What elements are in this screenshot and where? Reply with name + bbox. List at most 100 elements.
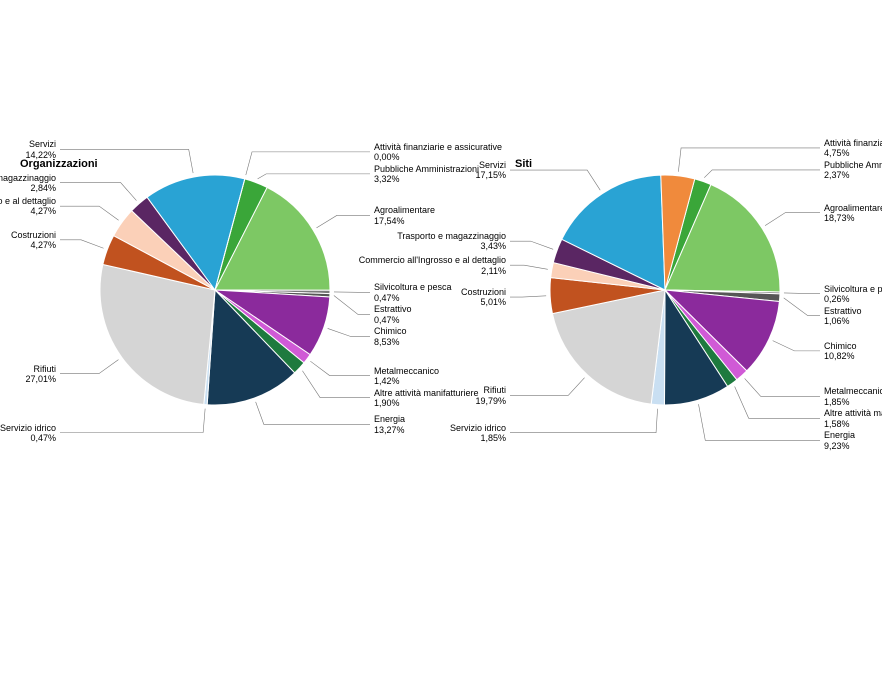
slice-label-name: Estrattivo <box>374 304 412 314</box>
leader-line <box>745 378 820 396</box>
leader-line <box>765 213 820 226</box>
slice-label-pct: 2,84% <box>30 183 56 193</box>
leader-line <box>60 240 104 248</box>
slice-label-pct: 1,90% <box>374 398 400 408</box>
slice-label-pct: 19,79% <box>475 396 506 406</box>
slice-label-name: Altre attività manifatturiere <box>824 408 882 418</box>
slice-label-name: Servizio idrico <box>0 423 56 433</box>
slice-label: Energia13,27% <box>374 414 405 435</box>
slice-label: Commercio all'Ingrosso e al dettaglio2,1… <box>359 255 506 276</box>
slice-label: Rifiuti19,79% <box>475 385 506 406</box>
slice-label-pct: 18,73% <box>824 213 855 223</box>
slice-label: Trasporto e magazzinaggio3,43% <box>397 231 506 252</box>
slice-label: Metalmeccanico1,42% <box>374 366 439 387</box>
slice-label: Altre attività manifatturiere1,58% <box>824 408 882 429</box>
slice-label-name: Estrattivo <box>824 306 862 316</box>
leader-line <box>334 295 370 314</box>
leader-line <box>510 265 548 269</box>
leader-line <box>60 183 136 201</box>
slice-label-name: Pubbliche Amministrazioni <box>824 160 882 170</box>
slice-label-pct: 5,01% <box>480 297 506 307</box>
slice-label: Attività finanziarie e assicurative4,75% <box>824 138 882 159</box>
slice-label-pct: 1,06% <box>824 316 850 326</box>
slice-label: Estrattivo1,06% <box>824 306 862 327</box>
slice-label-pct: 0,47% <box>374 315 400 325</box>
slice-label-name: Rifiuti <box>483 385 506 395</box>
leader-line <box>328 328 370 336</box>
slice-label-pct: 4,27% <box>30 240 56 250</box>
slice-label-name: Servizi <box>29 139 56 149</box>
leader-line <box>773 341 820 351</box>
slice-label-name: Altre attività manifatturiere <box>374 388 479 398</box>
slice-label-name: Costruzioni <box>461 287 506 297</box>
slice-label: Silvicoltura e pesca0,47% <box>374 282 452 303</box>
leader-line <box>510 241 553 249</box>
slice-label: Energia9,23% <box>824 430 855 451</box>
chart-area: Organizzazioni Siti Attività finanziarie… <box>0 0 882 460</box>
slice-label-pct: 4,75% <box>824 148 850 158</box>
slice-label-name: Metalmeccanico <box>824 386 882 396</box>
leader-line <box>510 409 658 433</box>
slice-label-pct: 0,47% <box>374 293 400 303</box>
slice-label: Chimico10,82% <box>824 341 857 362</box>
slice-label-pct: 14,22% <box>25 150 56 160</box>
slice-label: Costruzioni4,27% <box>11 230 56 251</box>
slice-label-name: Servizi <box>479 160 506 170</box>
slice-label: Pubbliche Amministrazioni3,32% <box>374 164 479 185</box>
slice-label-name: Rifiuti <box>33 364 56 374</box>
slice-label: Estrattivo0,47% <box>374 304 412 325</box>
slice-label-pct: 0,00% <box>374 152 400 162</box>
slice-label-name: Servizio idrico <box>450 423 506 433</box>
slice-label: Pubbliche Amministrazioni2,37% <box>824 160 882 181</box>
leader-line <box>302 371 370 398</box>
leader-line <box>60 409 205 433</box>
leader-line <box>784 293 820 294</box>
slice-label-pct: 0,26% <box>824 294 850 304</box>
slice-label-name: Agroalimentare <box>824 203 882 213</box>
slice-label: Costruzioni5,01% <box>461 287 506 308</box>
leader-line <box>704 170 820 178</box>
slice-label-name: Costruzioni <box>11 230 56 240</box>
leader-line <box>310 361 370 375</box>
slice-label-pct: 1,42% <box>374 376 400 386</box>
slice-label-pct: 3,32% <box>374 174 400 184</box>
slice-label-name: Pubbliche Amministrazioni <box>374 164 479 174</box>
leader-line <box>510 296 546 297</box>
slice-label-name: Energia <box>374 414 405 424</box>
slice-label-pct: 4,27% <box>30 206 56 216</box>
slice-label: Silvicoltura e pesca0,26% <box>824 284 882 305</box>
leader-line <box>678 148 820 172</box>
slice-label-name: Attività finanziarie e assicurative <box>824 138 882 148</box>
slice-label-pct: 27,01% <box>25 374 56 384</box>
slice-label-pct: 9,23% <box>824 441 850 451</box>
slice-label-pct: 3,43% <box>480 241 506 251</box>
slice-label: Agroalimentare17,54% <box>374 205 435 226</box>
slice-label-name: Silvicoltura e pesca <box>374 282 452 292</box>
slice-label: Trasporto e magazzinaggio2,84% <box>0 173 56 194</box>
slice-label-pct: 17,15% <box>475 170 506 180</box>
slice-label-pct: 13,27% <box>374 425 405 435</box>
slice-label-name: Silvicoltura e pesca <box>824 284 882 294</box>
leader-line <box>510 378 585 396</box>
slice-label-pct: 10,82% <box>824 351 855 361</box>
slice-label: Rifiuti27,01% <box>25 364 56 385</box>
slice-label: Commercio all'Ingrosso e al dettaglio4,2… <box>0 196 56 217</box>
slice-label-pct: 2,37% <box>824 170 850 180</box>
slice-label-pct: 2,11% <box>481 266 506 276</box>
leader-line <box>735 386 820 418</box>
slice-label-name: Commercio all'Ingrosso e al dettaglio <box>359 255 506 265</box>
slice-label-name: Chimico <box>374 326 407 336</box>
leader-line <box>60 206 119 220</box>
leader-line <box>60 360 118 374</box>
leader-line <box>784 298 820 316</box>
slice-label: Servizi14,22% <box>25 139 56 160</box>
slice-label-name: Commercio all'Ingrosso e al dettaglio <box>0 196 56 206</box>
slice-label: Servizio idrico0,47% <box>0 423 56 444</box>
slice-label-pct: 0,47% <box>30 433 56 443</box>
slice-label: Agroalimentare18,73% <box>824 203 882 224</box>
slice-label-name: Chimico <box>824 341 857 351</box>
leader-line <box>256 402 370 425</box>
leader-line <box>316 215 370 228</box>
leader-line <box>510 170 600 190</box>
slice-label-pct: 1,85% <box>824 397 850 407</box>
